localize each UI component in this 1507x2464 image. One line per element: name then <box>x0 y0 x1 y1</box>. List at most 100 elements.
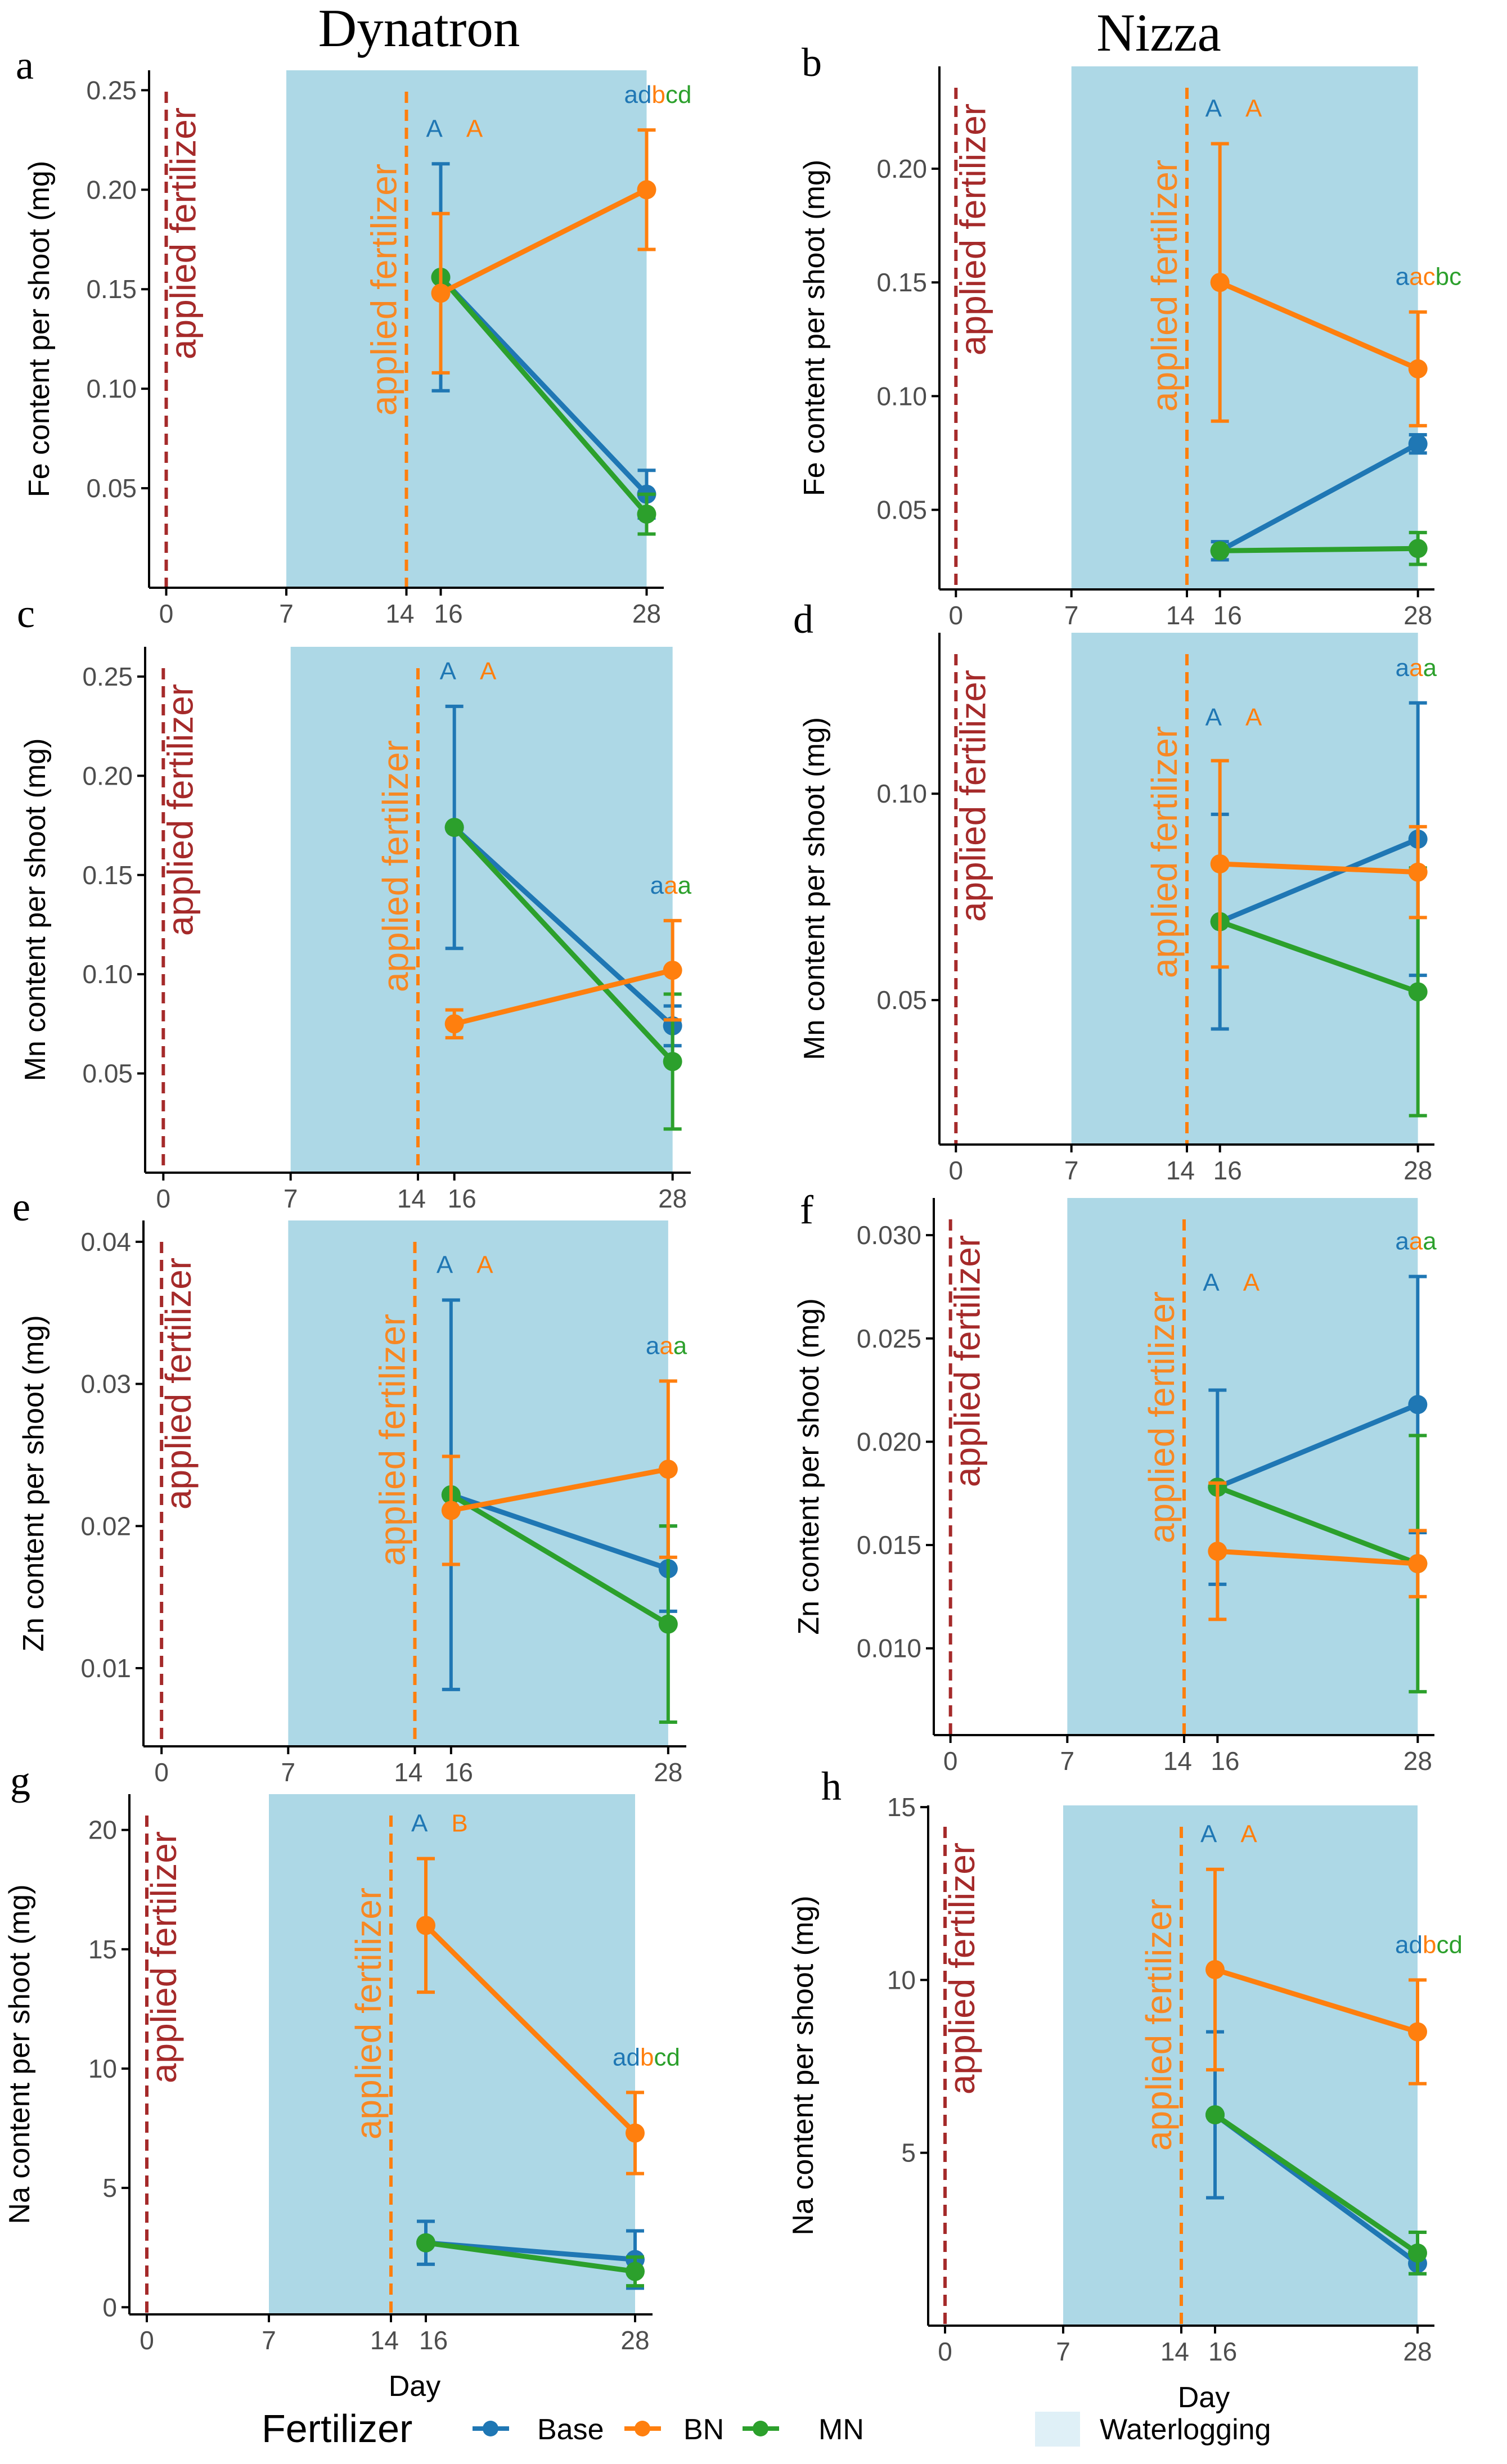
x-tick-label: 7 <box>284 1184 298 1213</box>
x-tick-label: 28 <box>1403 601 1432 630</box>
series-line-bn <box>1214 1967 1419 2034</box>
fertilizer-label-day-14: applied fertilizer <box>1139 1899 1179 2151</box>
significance-letters: aaa <box>1395 1228 1437 1255</box>
series-line-bn <box>1218 280 1419 371</box>
data-point <box>416 1916 435 1935</box>
x-tick-label: 7 <box>1056 2337 1070 2366</box>
y-axis-title: Na content per shoot (mg) <box>787 1895 820 2235</box>
significance-letter: A <box>1240 1821 1257 1848</box>
significance-letter: A <box>1245 94 1262 122</box>
significance-letters: aaa <box>646 1332 687 1360</box>
data-point <box>1408 1395 1428 1415</box>
significance-letter: ad <box>613 2043 640 2071</box>
y-tick-label: 0.015 <box>857 1530 921 1560</box>
significance-letter: a <box>1423 654 1437 682</box>
series-line-bn <box>424 1924 637 2135</box>
x-tick-label: 14 <box>1166 1156 1195 1185</box>
significance-letter: cd <box>1436 1931 1462 1958</box>
y-axis-title: Mn content per shoot (mg) <box>19 738 52 1082</box>
significance-letter: A <box>1245 704 1262 731</box>
series-mn <box>1205 2105 1427 2276</box>
panel-e: applied fertilizer applied fertilizer 0.01… <box>12 1184 687 1787</box>
waterlogging-band <box>1071 633 1418 1145</box>
series-bn <box>431 128 656 375</box>
significance-letter: a <box>664 872 678 899</box>
waterlogging-band <box>1071 66 1418 589</box>
y-tick-label: 0.010 <box>857 1634 921 1663</box>
x-tick-label: 0 <box>949 1156 964 1185</box>
x-tick-label: 14 <box>1166 601 1195 630</box>
x-tick-label: 16 <box>434 599 463 628</box>
data-point <box>1408 539 1428 558</box>
series-line-bn <box>1217 1548 1418 1566</box>
x-tick-label: 28 <box>654 1758 682 1787</box>
y-tick-label: 20 <box>88 1816 117 1845</box>
significance-letters: adbcd <box>1395 1931 1463 1958</box>
significance-letter: a <box>1396 654 1410 682</box>
significance-letter: A <box>480 657 497 685</box>
significance-letter: ad <box>624 81 652 109</box>
series-line-base <box>1216 1402 1419 1490</box>
data-point <box>626 2123 645 2143</box>
waterlogging-band <box>1063 1805 1418 2326</box>
panel-letter: b <box>802 40 822 85</box>
y-tick-label: 0.20 <box>876 154 927 183</box>
y-tick-label: 0.10 <box>86 374 137 403</box>
series-line-bn <box>1220 861 1418 875</box>
significance-letter: B <box>451 1810 467 1837</box>
series-line-base <box>450 1492 669 1571</box>
data-point <box>1205 1960 1225 1979</box>
x-tick-label: 14 <box>385 599 414 628</box>
y-tick-label: 15 <box>887 1792 916 1822</box>
y-tick-label: 0.01 <box>80 1654 131 1683</box>
significance-letter: a <box>678 872 692 899</box>
y-tick-label: 0.05 <box>82 1059 133 1088</box>
significance-letter: A <box>1205 704 1222 731</box>
series-bn <box>416 1857 645 2175</box>
legend-title: Fertilizer <box>262 2407 412 2451</box>
fertilizer-label-day-14: applied fertilizer <box>364 164 404 416</box>
x-tick-label: 0 <box>154 1758 169 1787</box>
significance-letter: bc <box>1436 263 1461 291</box>
data-point <box>1408 982 1428 1002</box>
fertilizer-label-day-14: applied fertilizer <box>375 740 416 992</box>
significance-letter: b <box>651 81 665 109</box>
y-tick-label: 0.05 <box>876 495 927 524</box>
legend-item-mn: MN <box>743 2413 864 2446</box>
data-point <box>1408 359 1428 379</box>
significance-letter: A <box>1203 1269 1220 1296</box>
x-tick-label: 28 <box>1403 1746 1432 1776</box>
panel-f: applied fertilizer applied fertilizer 0.01… <box>793 1187 1437 1776</box>
data-point <box>1408 2243 1427 2263</box>
y-tick-label: 0.020 <box>857 1427 921 1456</box>
y-tick-label: 10 <box>887 1965 916 1994</box>
x-tick-label: 0 <box>140 2326 154 2355</box>
y-tick-label: 0.15 <box>876 268 927 297</box>
panel-letter: c <box>17 591 35 636</box>
fertilizer-label-day-14: applied fertilizer <box>1144 160 1185 412</box>
series-line-mn <box>1219 919 1419 994</box>
x-tick-label: 28 <box>1403 2337 1432 2366</box>
significance-letters: adbcd <box>624 81 692 109</box>
y-tick-label: 0.15 <box>86 274 137 304</box>
x-tick-label: 28 <box>1403 1156 1432 1185</box>
x-tick-label: 28 <box>620 2326 649 2355</box>
data-point <box>658 1614 678 1634</box>
significance-letters: aaa <box>650 872 692 899</box>
significance-letter: A <box>411 1810 428 1837</box>
fertilizer-label-day-0: applied fertilizer <box>163 107 204 359</box>
fertilizer-label-day-14: applied fertilizer <box>372 1314 413 1566</box>
x-tick-label: 16 <box>1213 601 1242 630</box>
legend-marker-base <box>483 2421 498 2436</box>
significance-letters: adbcd <box>613 2043 680 2071</box>
y-tick-label: 15 <box>88 1935 117 1964</box>
significance-letter: A <box>437 1251 453 1279</box>
legend-swatch-waterlogging <box>1035 2412 1080 2447</box>
legend-item-bn: BN <box>624 2413 724 2446</box>
legend-label-bn: BN <box>683 2413 724 2446</box>
significance-letter: a <box>1423 1228 1437 1255</box>
fertilizer-label-day-0: applied fertilizer <box>158 1258 199 1510</box>
data-point <box>1210 273 1230 292</box>
